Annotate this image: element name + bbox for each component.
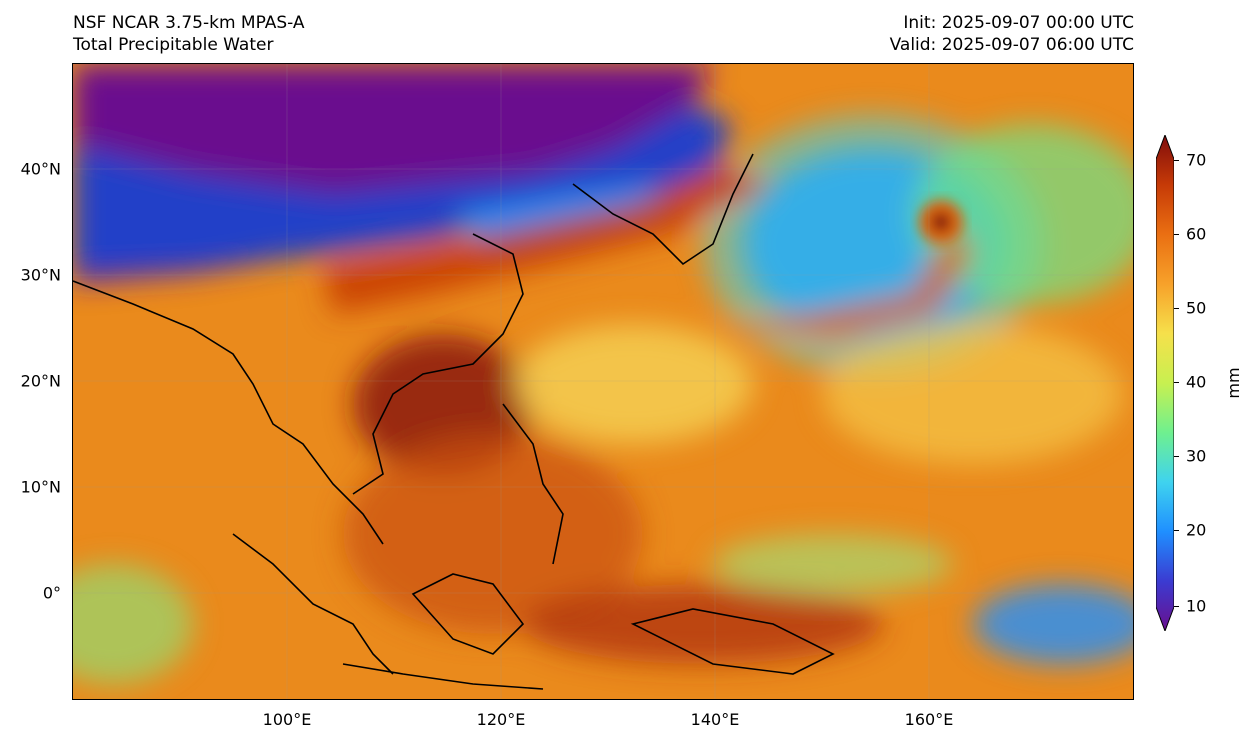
colorbar-unit-label: mm (1224, 367, 1244, 399)
init-time: Init: 2025-09-07 00:00 UTC (903, 13, 1134, 33)
lon-label-100: 100°E (262, 710, 312, 729)
lon-label-120: 120°E (476, 710, 526, 729)
coast-philippines (502, 403, 564, 565)
lat-label-20: 20°N (20, 371, 61, 391)
cyclone-core (932, 213, 950, 231)
coastlines (73, 153, 835, 690)
south-moist-band (523, 584, 883, 664)
precipitable-water-map (73, 64, 1133, 699)
lon-label-140: 140°E (690, 710, 740, 729)
cyclone-tail (713, 224, 973, 339)
green-region (713, 534, 953, 594)
yellow-region-b (823, 324, 1123, 464)
colorbar-fill (1156, 135, 1174, 631)
coast-japan-korea (572, 153, 754, 266)
cb-tick-70 (1174, 160, 1179, 161)
gridlines (73, 64, 1133, 699)
title-right: Init: 2025-09-07 00:00 UTC Valid: 2025-0… (890, 12, 1134, 56)
dry-southeast (973, 584, 1133, 664)
transition-band (73, 104, 733, 274)
cb-label-30: 30 (1186, 446, 1207, 466)
cb-tick-10 (1174, 606, 1179, 607)
yellow-region-a (513, 324, 753, 444)
cb-label-10: 10 (1186, 596, 1207, 616)
cb-label-40: 40 (1186, 372, 1207, 392)
lat-label-10: 10°N (20, 477, 61, 497)
cb-tick-40 (1174, 382, 1179, 383)
green-region-west (73, 564, 193, 684)
coast-china (352, 233, 524, 495)
cb-tick-20 (1174, 530, 1179, 531)
cb-label-20: 20 (1186, 520, 1207, 540)
maritime-continent (343, 434, 643, 634)
coast-indochina (73, 280, 384, 545)
cb-tick-60 (1174, 234, 1179, 235)
lon-label-160: 160°E (904, 710, 954, 729)
cb-label-50: 50 (1186, 298, 1207, 318)
cb-label-60: 60 (1186, 224, 1207, 244)
model-title: NSF NCAR 3.75-km MPAS-A (73, 13, 305, 33)
cb-tick-30 (1174, 456, 1179, 457)
map-panel[interactable] (72, 63, 1134, 700)
coast-sumatra (232, 533, 394, 675)
field-title: Total Precipitable Water (73, 35, 274, 55)
cb-label-70: 70 (1186, 150, 1207, 170)
moisture-plume (323, 164, 773, 314)
lat-label-40: 40°N (20, 159, 61, 179)
coast-borneo (411, 573, 525, 655)
coast-java (342, 663, 544, 690)
colorbar (1156, 135, 1174, 631)
cb-tick-50 (1174, 308, 1179, 309)
lat-label-0: 0° (42, 583, 61, 603)
lat-label-30: 30°N (20, 265, 61, 285)
valid-time: Valid: 2025-09-07 06:00 UTC (889, 35, 1134, 55)
coast-new-guinea (630, 608, 835, 675)
title-left: NSF NCAR 3.75-km MPAS-A Total Precipitab… (73, 12, 305, 56)
